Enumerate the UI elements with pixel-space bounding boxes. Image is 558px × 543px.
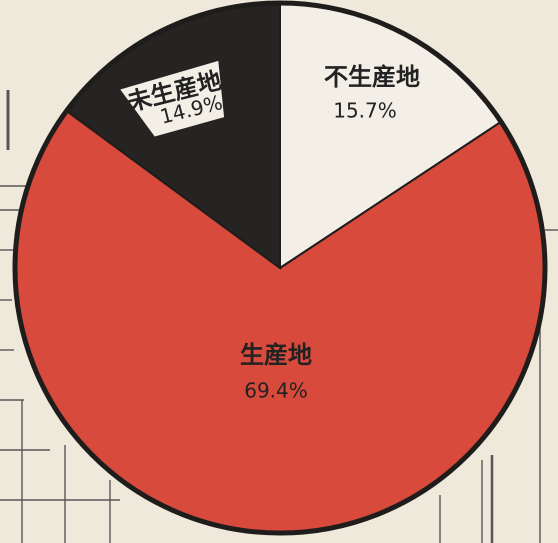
value-label: 15.7% <box>333 99 397 123</box>
pie-outline <box>12 0 548 536</box>
background-grid <box>0 90 558 543</box>
value-label: 69.4% <box>244 379 308 403</box>
slice-label: 不生産地 15.7% <box>324 63 420 123</box>
slice-label: 生産地 69.4% <box>240 341 312 403</box>
category-label: 不生産地 <box>324 63 420 91</box>
pie <box>14 1 546 534</box>
label-patch <box>120 60 225 137</box>
category-label: 生産地 <box>240 341 312 369</box>
